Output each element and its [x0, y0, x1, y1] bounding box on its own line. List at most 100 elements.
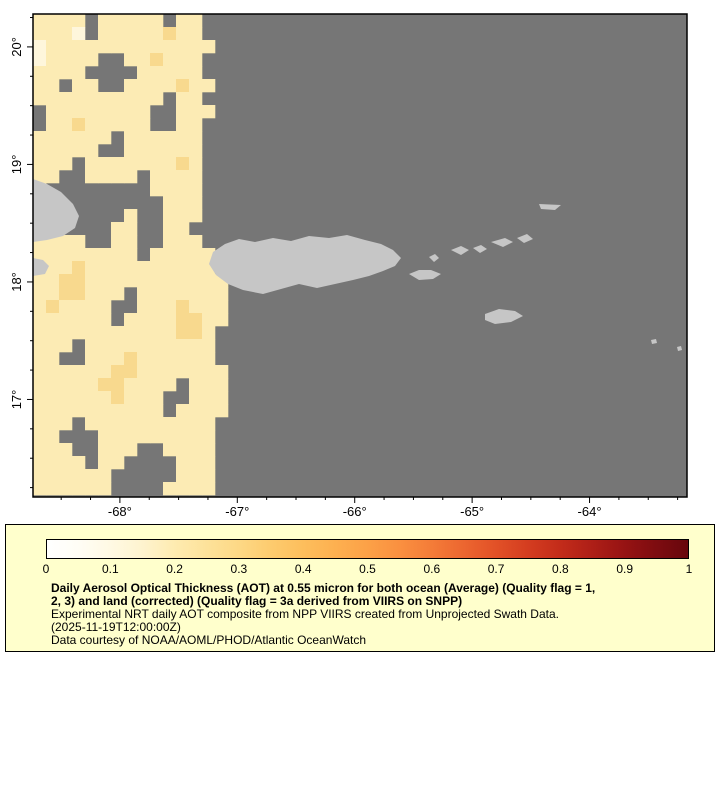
aot-data-cell — [163, 196, 177, 210]
aot-data-cell — [176, 27, 190, 41]
aot-data-cell — [46, 469, 60, 483]
aot-data-cell — [189, 183, 203, 197]
aot-data-cell — [33, 287, 47, 301]
aot-data-cell — [98, 248, 112, 262]
aot-data-cell — [176, 430, 190, 444]
aot-data-cell — [59, 482, 73, 496]
aot-data-cell — [46, 79, 60, 93]
aot-data-cell — [137, 365, 151, 379]
aot-data-cell — [163, 79, 177, 93]
aot-data-cell — [137, 79, 151, 93]
island-hispaniola-east-tip — [33, 179, 79, 242]
aot-data-cell — [111, 105, 125, 119]
aot-data-cell — [59, 248, 73, 262]
aot-data-cell — [189, 79, 203, 93]
aot-data-cell — [59, 456, 73, 470]
aot-data-cell — [72, 144, 86, 158]
aot-data-cell — [137, 430, 151, 444]
aot-data-cell — [202, 456, 216, 470]
aot-data-cell — [46, 378, 60, 392]
aot-data-cell — [124, 53, 138, 67]
legend-credit: Data courtesy of NOAA/AOML/PHOD/Atlantic… — [51, 633, 366, 647]
island-saona — [33, 258, 49, 276]
aot-data-cell — [98, 469, 112, 483]
aot-data-cell — [72, 456, 86, 470]
aot-data-cell — [189, 27, 203, 41]
aot-data-cell — [150, 170, 164, 184]
aot-data-cell — [176, 209, 190, 223]
colorbar-tick-label: 0.3 — [230, 562, 248, 576]
colorbar-tick-label: 0.2 — [166, 562, 183, 576]
aot-data-cell — [59, 469, 73, 483]
aot-data-cell — [189, 326, 203, 340]
aot-data-cell — [137, 157, 151, 171]
x-axis-tick-label: -65° — [460, 504, 484, 518]
aot-data-cell — [72, 287, 86, 301]
aot-data-cell — [163, 183, 177, 197]
aot-data-cell — [176, 274, 190, 288]
aot-data-cell — [124, 326, 138, 340]
aot-data-cell — [176, 313, 190, 327]
aot-data-cell — [137, 53, 151, 67]
aot-data-cell — [189, 261, 203, 275]
aot-data-cell — [98, 14, 112, 28]
aot-data-cell — [72, 391, 86, 405]
aot-data-cell — [163, 417, 177, 431]
aot-data-cell — [33, 300, 47, 314]
colorbar-tick-label: 1 — [685, 562, 693, 576]
aot-data-cell — [33, 27, 47, 41]
aot-data-cell — [163, 352, 177, 366]
aot-data-cell — [189, 40, 203, 54]
aot-data-cell — [72, 326, 86, 340]
aot-data-cell — [163, 53, 177, 67]
aot-data-cell — [124, 131, 138, 145]
island-st-eustatius — [677, 346, 682, 351]
aot-data-cell — [176, 339, 190, 353]
aot-data-cell — [59, 105, 73, 119]
aot-data-cell — [46, 157, 60, 171]
aot-data-cell — [150, 14, 164, 28]
aot-data-cell — [163, 248, 177, 262]
aot-data-cell — [150, 66, 164, 80]
aot-data-cell — [176, 222, 190, 236]
island-puerto-rico — [209, 235, 401, 294]
aot-data-cell — [46, 300, 60, 314]
colorbar-tick-label: 0.9 — [616, 562, 634, 576]
aot-data-cell — [72, 313, 86, 327]
aot-data-cell — [176, 300, 190, 314]
aot-data-cell — [176, 235, 190, 249]
aot-data-cell — [59, 300, 73, 314]
aot-data-cell — [189, 287, 203, 301]
aot-data-cell — [33, 443, 47, 457]
legend-title-line1: Daily Aerosol Optical Thickness (AOT) at… — [51, 581, 596, 595]
aot-data-cell — [137, 92, 151, 106]
aot-data-cell — [150, 92, 164, 106]
aot-data-cell — [59, 92, 73, 106]
aot-data-cell — [150, 131, 164, 145]
aot-data-cell — [202, 430, 216, 444]
aot-data-cell — [176, 53, 190, 67]
aot-data-cell — [150, 300, 164, 314]
aot-data-cell — [202, 313, 216, 327]
aot-data-cell — [85, 261, 99, 275]
aot-data-cell — [202, 326, 216, 340]
aot-data-cell — [111, 443, 125, 457]
aot-data-cell — [33, 248, 47, 262]
island-st-thomas — [451, 246, 469, 255]
aot-data-cell — [85, 378, 99, 392]
aot-data-cell — [189, 157, 203, 171]
aot-data-cell — [163, 144, 177, 158]
aot-data-cell — [189, 131, 203, 145]
aot-data-cell — [46, 443, 60, 457]
aot-data-cell — [137, 326, 151, 340]
aot-data-cell — [46, 248, 60, 262]
aot-data-cell — [33, 391, 47, 405]
y-axis-tick-label: 17° — [9, 390, 24, 410]
aot-data-cell — [176, 404, 190, 418]
aot-data-cell — [124, 404, 138, 418]
x-axis-tick-label: -67° — [225, 504, 249, 518]
aot-data-cell — [137, 391, 151, 405]
aot-data-cell — [98, 118, 112, 132]
aot-data-cell — [85, 300, 99, 314]
aot-data-cell — [189, 482, 203, 496]
